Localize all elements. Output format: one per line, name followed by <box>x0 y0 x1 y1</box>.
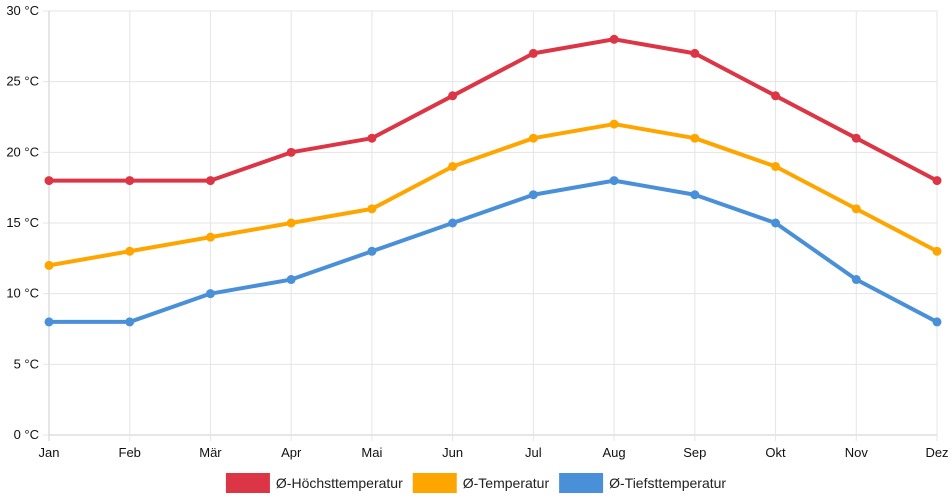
x-tick-label: Jun <box>442 445 463 460</box>
data-point[interactable] <box>771 161 781 171</box>
data-point[interactable] <box>205 232 215 242</box>
data-point[interactable] <box>125 246 135 256</box>
legend-item-1[interactable]: Ø-Höchsttemperatur <box>225 473 403 493</box>
data-point[interactable] <box>690 48 700 58</box>
data-point[interactable] <box>367 204 377 214</box>
y-tick-label: 0 °C <box>14 427 39 442</box>
data-point[interactable] <box>286 147 296 157</box>
data-point[interactable] <box>528 133 538 143</box>
y-tick-label: 5 °C <box>14 356 39 371</box>
data-point[interactable] <box>44 260 54 270</box>
data-point[interactable] <box>528 48 538 58</box>
legend-label: Ø-Höchsttemperatur <box>276 475 403 491</box>
data-point[interactable] <box>125 317 135 327</box>
legend-item-3[interactable]: Ø-Tiefsttemperatur <box>559 473 726 493</box>
y-tick-label: 30 °C <box>6 3 39 18</box>
axes: 0 °C 5 °C 10 °C 15 °C 20 °C 25 °C 30 °C Jan Feb M… <box>6 3 948 460</box>
x-tick-label: Jul <box>525 445 542 460</box>
series-1 <box>44 34 942 186</box>
data-point[interactable] <box>932 317 942 327</box>
data-point[interactable] <box>205 176 215 186</box>
series-line <box>47 122 939 268</box>
data-point[interactable] <box>448 218 458 228</box>
data-point[interactable] <box>286 275 296 285</box>
data-point[interactable] <box>286 218 296 228</box>
series-lines <box>44 34 942 327</box>
data-point[interactable] <box>125 176 135 186</box>
data-point[interactable] <box>932 176 942 186</box>
legend-label: Ø-Temperatur <box>463 475 550 491</box>
data-point[interactable] <box>851 275 861 285</box>
x-tick-label: Dez <box>925 445 948 460</box>
legend-swatch <box>559 473 604 493</box>
data-point[interactable] <box>851 133 861 143</box>
y-tick-label: 20 °C <box>6 144 39 159</box>
legend-swatch <box>225 473 270 493</box>
data-point[interactable] <box>44 176 54 186</box>
data-point[interactable] <box>771 218 781 228</box>
x-tick-label: Sep <box>683 445 706 460</box>
x-tick-label: Feb <box>119 445 141 460</box>
legend-item-2[interactable]: Ø-Temperatur <box>412 473 550 493</box>
series-line <box>47 37 939 183</box>
legend[interactable]: Ø-Höchsttemperatur Ø-Temperatur Ø-Tiefstte… <box>225 473 726 493</box>
data-point[interactable] <box>367 246 377 256</box>
data-point[interactable] <box>528 190 538 200</box>
x-tick-label: Okt <box>765 445 786 460</box>
x-tick-label: Nov <box>845 445 869 460</box>
x-tick-label: Aug <box>603 445 626 460</box>
data-point[interactable] <box>690 133 700 143</box>
x-tick-label: Apr <box>281 445 302 460</box>
data-point[interactable] <box>932 246 942 256</box>
series-3 <box>44 176 942 327</box>
data-point[interactable] <box>771 91 781 101</box>
data-point[interactable] <box>609 176 619 186</box>
x-tick-label: Mär <box>199 445 222 460</box>
data-point[interactable] <box>367 133 377 143</box>
data-point[interactable] <box>851 204 861 214</box>
legend-label: Ø-Tiefsttemperatur <box>609 475 726 491</box>
x-tick-label: Mai <box>361 445 382 460</box>
legend-swatch <box>412 473 457 493</box>
data-point[interactable] <box>609 34 619 44</box>
data-point[interactable] <box>44 317 54 327</box>
data-point[interactable] <box>690 190 700 200</box>
data-point[interactable] <box>448 161 458 171</box>
y-tick-label: 15 °C <box>6 215 39 230</box>
series-line <box>47 178 939 324</box>
data-point[interactable] <box>609 119 619 129</box>
series-2 <box>44 119 942 270</box>
data-point[interactable] <box>205 289 215 299</box>
y-tick-label: 10 °C <box>6 286 39 301</box>
data-point[interactable] <box>448 91 458 101</box>
x-tick-label: Jan <box>39 445 60 460</box>
y-tick-label: 25 °C <box>6 74 39 89</box>
